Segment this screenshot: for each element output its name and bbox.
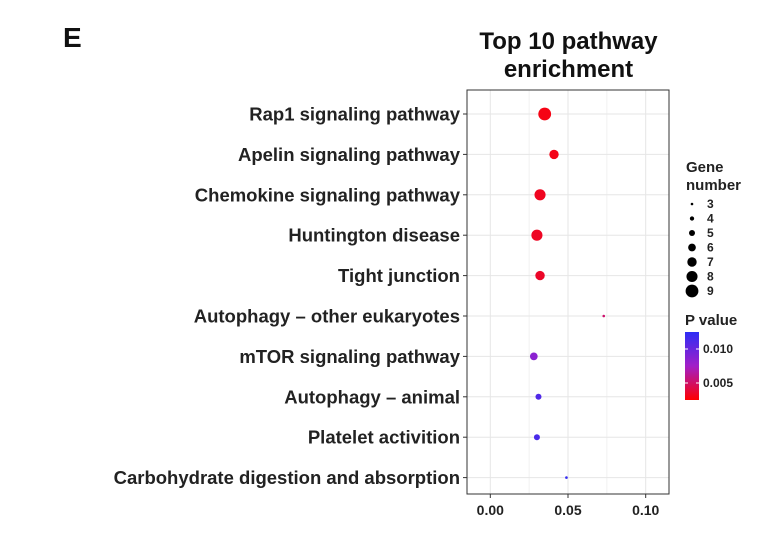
data-point xyxy=(549,149,559,160)
chart-title: Top 10 pathway enrichment xyxy=(479,28,658,84)
size-legend-label: 4 xyxy=(707,212,714,226)
size-legend-label: 5 xyxy=(707,226,714,240)
data-point xyxy=(534,189,546,201)
y-tick-label: Chemokine signaling pathway xyxy=(195,184,461,205)
y-tick-label: Huntington disease xyxy=(288,225,460,246)
y-axis: Rap1 signaling pathway Apelin signaling p… xyxy=(114,104,467,488)
data-point xyxy=(565,476,568,479)
y-tick-label: Rap1 signaling pathway xyxy=(249,104,460,125)
size-legend-label: 6 xyxy=(707,241,714,255)
data-point xyxy=(529,352,538,361)
x-axis: 0.00 0.05 0.10 xyxy=(477,494,660,518)
data-point xyxy=(531,229,543,241)
y-tick-label: Autophagy – animal xyxy=(284,386,460,407)
data-points xyxy=(529,107,606,479)
x-tick-label: 0.00 xyxy=(477,502,504,518)
color-legend-title: P value xyxy=(685,312,737,329)
x-tick-label: 0.10 xyxy=(632,502,659,518)
color-legend-label: 0.010 xyxy=(703,342,733,356)
size-legend-dot xyxy=(686,270,698,283)
data-point xyxy=(535,270,545,281)
p-value-legend: P value 0.010 0.005 xyxy=(685,312,737,400)
size-legend-label: 9 xyxy=(707,284,714,298)
y-tick-label: Autophagy – other eukaryotes xyxy=(194,306,460,327)
data-point xyxy=(538,107,552,121)
size-legend-dot xyxy=(687,257,697,267)
size-legend-dot xyxy=(688,243,696,252)
grid-lines xyxy=(467,90,669,494)
color-legend-bar xyxy=(685,332,699,400)
data-point xyxy=(602,314,606,318)
y-tick-label: mTOR signaling pathway xyxy=(239,346,460,367)
y-tick-label: Apelin signaling pathway xyxy=(238,144,461,165)
color-legend-label: 0.005 xyxy=(703,376,733,390)
size-legend-dot xyxy=(685,284,699,298)
y-tick-label: Tight junction xyxy=(338,265,460,286)
y-tick-label: Platelet activition xyxy=(308,427,460,448)
size-legend-title: number xyxy=(686,177,741,194)
size-legend-label: 8 xyxy=(707,270,714,284)
size-legend-label: 7 xyxy=(707,255,714,269)
size-legend-title: Gene xyxy=(686,159,724,176)
panel-label: E xyxy=(63,22,82,53)
size-legend-label: 3 xyxy=(707,197,714,211)
x-tick-label: 0.05 xyxy=(554,502,581,518)
data-point xyxy=(535,393,542,400)
y-tick-label: Carbohydrate digestion and absorption xyxy=(114,467,460,488)
size-legend-dot xyxy=(689,230,695,236)
data-point xyxy=(533,434,540,441)
size-legend-dot xyxy=(689,216,695,221)
size-legend-dot xyxy=(690,202,694,206)
